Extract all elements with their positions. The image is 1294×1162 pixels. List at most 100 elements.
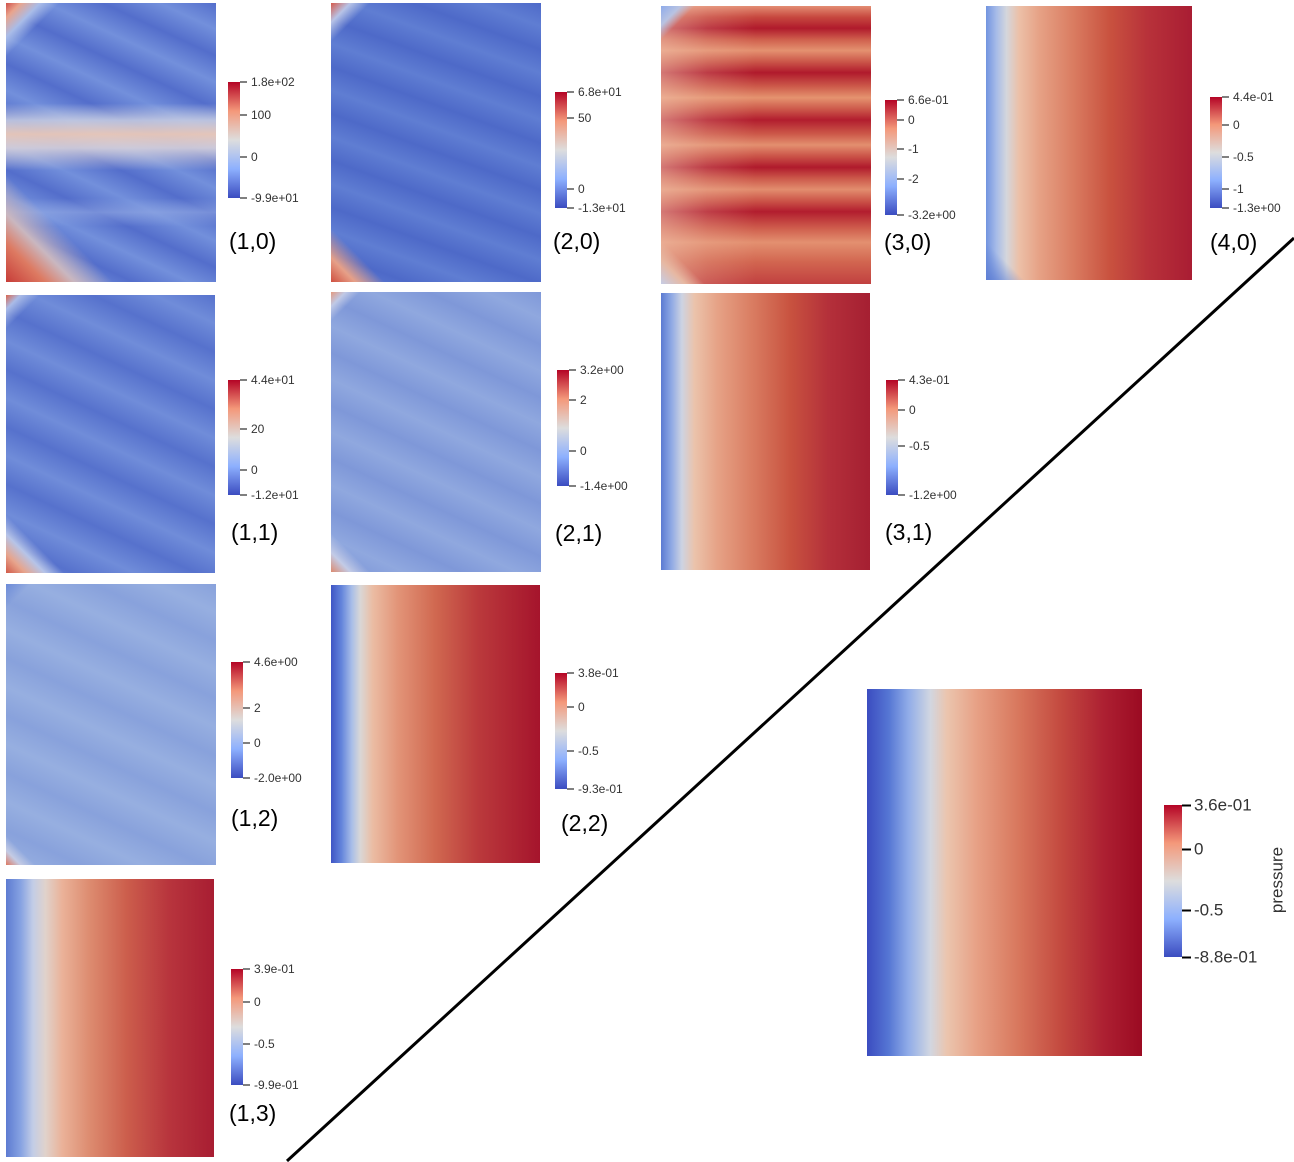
colorbar-tick-label: 3.2e+00: [580, 363, 624, 377]
colorbar-tick-mark: [240, 428, 247, 430]
colorbar-tick-mark: [1222, 188, 1229, 190]
colorbar-tick-mark: [567, 706, 574, 708]
colorbar-tick-label: 1.8e+02: [251, 75, 295, 89]
pressure-heatmap: [6, 3, 216, 282]
colorbar-tick-mark: [897, 119, 904, 121]
colorbar-tick-label: 0: [909, 403, 916, 418]
colorbar-tick-label: -1.2e+01: [251, 488, 299, 502]
colorbar-tick-mark: [240, 469, 247, 471]
colorbar-tick-label: 0: [1194, 839, 1204, 859]
panel-label: (2,1): [555, 520, 603, 546]
colorbar-tick-label: 0: [254, 735, 261, 750]
colorbar-tick-label: -0.5: [1194, 900, 1224, 920]
panel-label: (1,3): [229, 1100, 277, 1126]
colorbar-gradient: [228, 380, 240, 495]
colorbar-tick-label: 20: [251, 422, 265, 437]
colorbar-tick-mark: [567, 91, 574, 93]
colorbar-tick-label: 3.6e-01: [1194, 795, 1252, 815]
colorbar-tick-mark: [1222, 124, 1229, 126]
colorbar-tick-mark: [567, 788, 574, 790]
colorbar-title: pressure: [1267, 846, 1287, 914]
colorbar-tick-mark: [243, 661, 250, 663]
colorbar-tick-label: 100: [251, 108, 272, 123]
colorbar-tick-label: -2: [908, 172, 919, 187]
colorbar-tick-mark: [898, 445, 905, 447]
colorbar-tick-label: 0: [578, 182, 585, 197]
colorbar-tick-mark: [240, 379, 247, 381]
colorbar-gradient: [228, 82, 240, 198]
colorbar-tick-mark: [240, 197, 247, 199]
colorbar-tick-mark: [897, 99, 904, 101]
colorbar-tick-mark: [1182, 909, 1191, 912]
colorbar-tick-label: 3.9e-01: [254, 962, 295, 976]
pressure-heatmap: [6, 295, 215, 573]
colorbar-tick-mark: [243, 742, 250, 744]
colorbar-gradient: [231, 662, 243, 778]
colorbar-tick-label: -9.3e-01: [578, 782, 623, 796]
panel-label: (2,2): [561, 810, 609, 836]
colorbar-tick-mark: [1222, 156, 1229, 158]
colorbar-tick-mark: [569, 450, 576, 452]
colorbar-gradient: [557, 370, 569, 486]
colorbar-tick-label: 6.6e-01: [908, 93, 949, 107]
colorbar-tick-label: -9.9e-01: [254, 1078, 299, 1092]
colorbar-tick-label: 0: [578, 699, 585, 714]
pressure-heatmap: [986, 6, 1192, 280]
colorbar-tick-label: -2.0e+00: [254, 771, 302, 785]
colorbar-gradient: [1164, 805, 1182, 957]
panel-label: (1,2): [231, 805, 279, 831]
colorbar-tick-mark: [567, 207, 574, 209]
colorbar-tick-label: 2: [580, 393, 587, 408]
colorbar-tick-mark: [898, 379, 905, 381]
colorbar-tick-mark: [1182, 804, 1191, 806]
colorbar-tick-label: -0.5: [1233, 149, 1254, 164]
colorbar: 4.4e+01 20 0 -1.2e+01: [228, 374, 299, 501]
colorbar-gradient: [231, 969, 243, 1085]
colorbar-tick-mark: [1182, 956, 1191, 958]
colorbar-tick-label: 6.8e+01: [578, 85, 622, 99]
pressure-heatmap: [6, 584, 216, 865]
panel-label: (2,0): [553, 228, 601, 254]
colorbar-tick-mark: [567, 188, 574, 190]
pressure-heatmap: [661, 6, 871, 284]
colorbar-tick-mark: [567, 672, 574, 674]
panel-label: (1,0): [229, 228, 277, 254]
panel-label: (3,1): [885, 519, 933, 545]
colorbar-tick-mark: [569, 485, 576, 487]
colorbar-tick-mark: [897, 178, 904, 180]
colorbar-tick-mark: [240, 156, 247, 158]
colorbar-tick-label: 4.3e-01: [909, 373, 950, 387]
colorbar-tick-label: 0: [251, 149, 258, 164]
colorbar-tick-label: -0.5: [909, 438, 930, 453]
colorbar: 4.4e-01 0 -0.5 -1 -1.3e+00: [1210, 91, 1281, 214]
colorbar: 3.2e+00 2 0 -1.4e+00: [557, 364, 628, 492]
colorbar-tick-mark: [567, 750, 574, 752]
colorbar-tick-label: -1: [908, 142, 919, 157]
pressure-heatmap: [331, 585, 540, 863]
colorbar-tick-mark: [240, 114, 247, 116]
colorbar-tick-mark: [240, 81, 247, 83]
colorbar-tick-mark: [569, 399, 576, 401]
colorbar: 4.6e+00 2 0 -2.0e+00: [231, 656, 302, 784]
colorbar-tick-mark: [243, 707, 250, 709]
colorbar-tick-mark: [897, 214, 904, 216]
colorbar: 1.8e+02 100 0 -9.9e+01: [228, 76, 299, 204]
panel-label: (1,1): [231, 519, 279, 545]
panel-label: (3,0): [884, 229, 932, 255]
colorbar-tick-mark: [243, 968, 250, 970]
colorbar-tick-label: 0: [908, 112, 915, 127]
colorbar-tick-mark: [243, 1084, 250, 1086]
colorbar-tick-label: 3.8e-01: [578, 666, 619, 680]
colorbar: 4.3e-01 0 -0.5 -1.2e+00: [886, 374, 957, 501]
colorbar-gradient: [1210, 97, 1222, 208]
colorbar: 6.8e+01 50 0 -1.3e+01: [555, 86, 626, 214]
colorbar: 3.6e-01 0 -0.5 -8.8e-01: [1164, 797, 1257, 966]
colorbar: 6.6e-01 0 -1 -2 -3.2e+00: [885, 94, 956, 221]
colorbar-tick-label: 0: [251, 463, 258, 478]
colorbar-tick-label: 0: [580, 443, 587, 458]
colorbar-tick-label: -0.5: [578, 743, 599, 758]
colorbar-tick-label: -1.3e+01: [578, 201, 626, 215]
colorbar-tick-label: 50: [578, 110, 592, 125]
colorbar-gradient: [886, 380, 898, 495]
colorbar-tick-label: -1: [1233, 181, 1244, 196]
